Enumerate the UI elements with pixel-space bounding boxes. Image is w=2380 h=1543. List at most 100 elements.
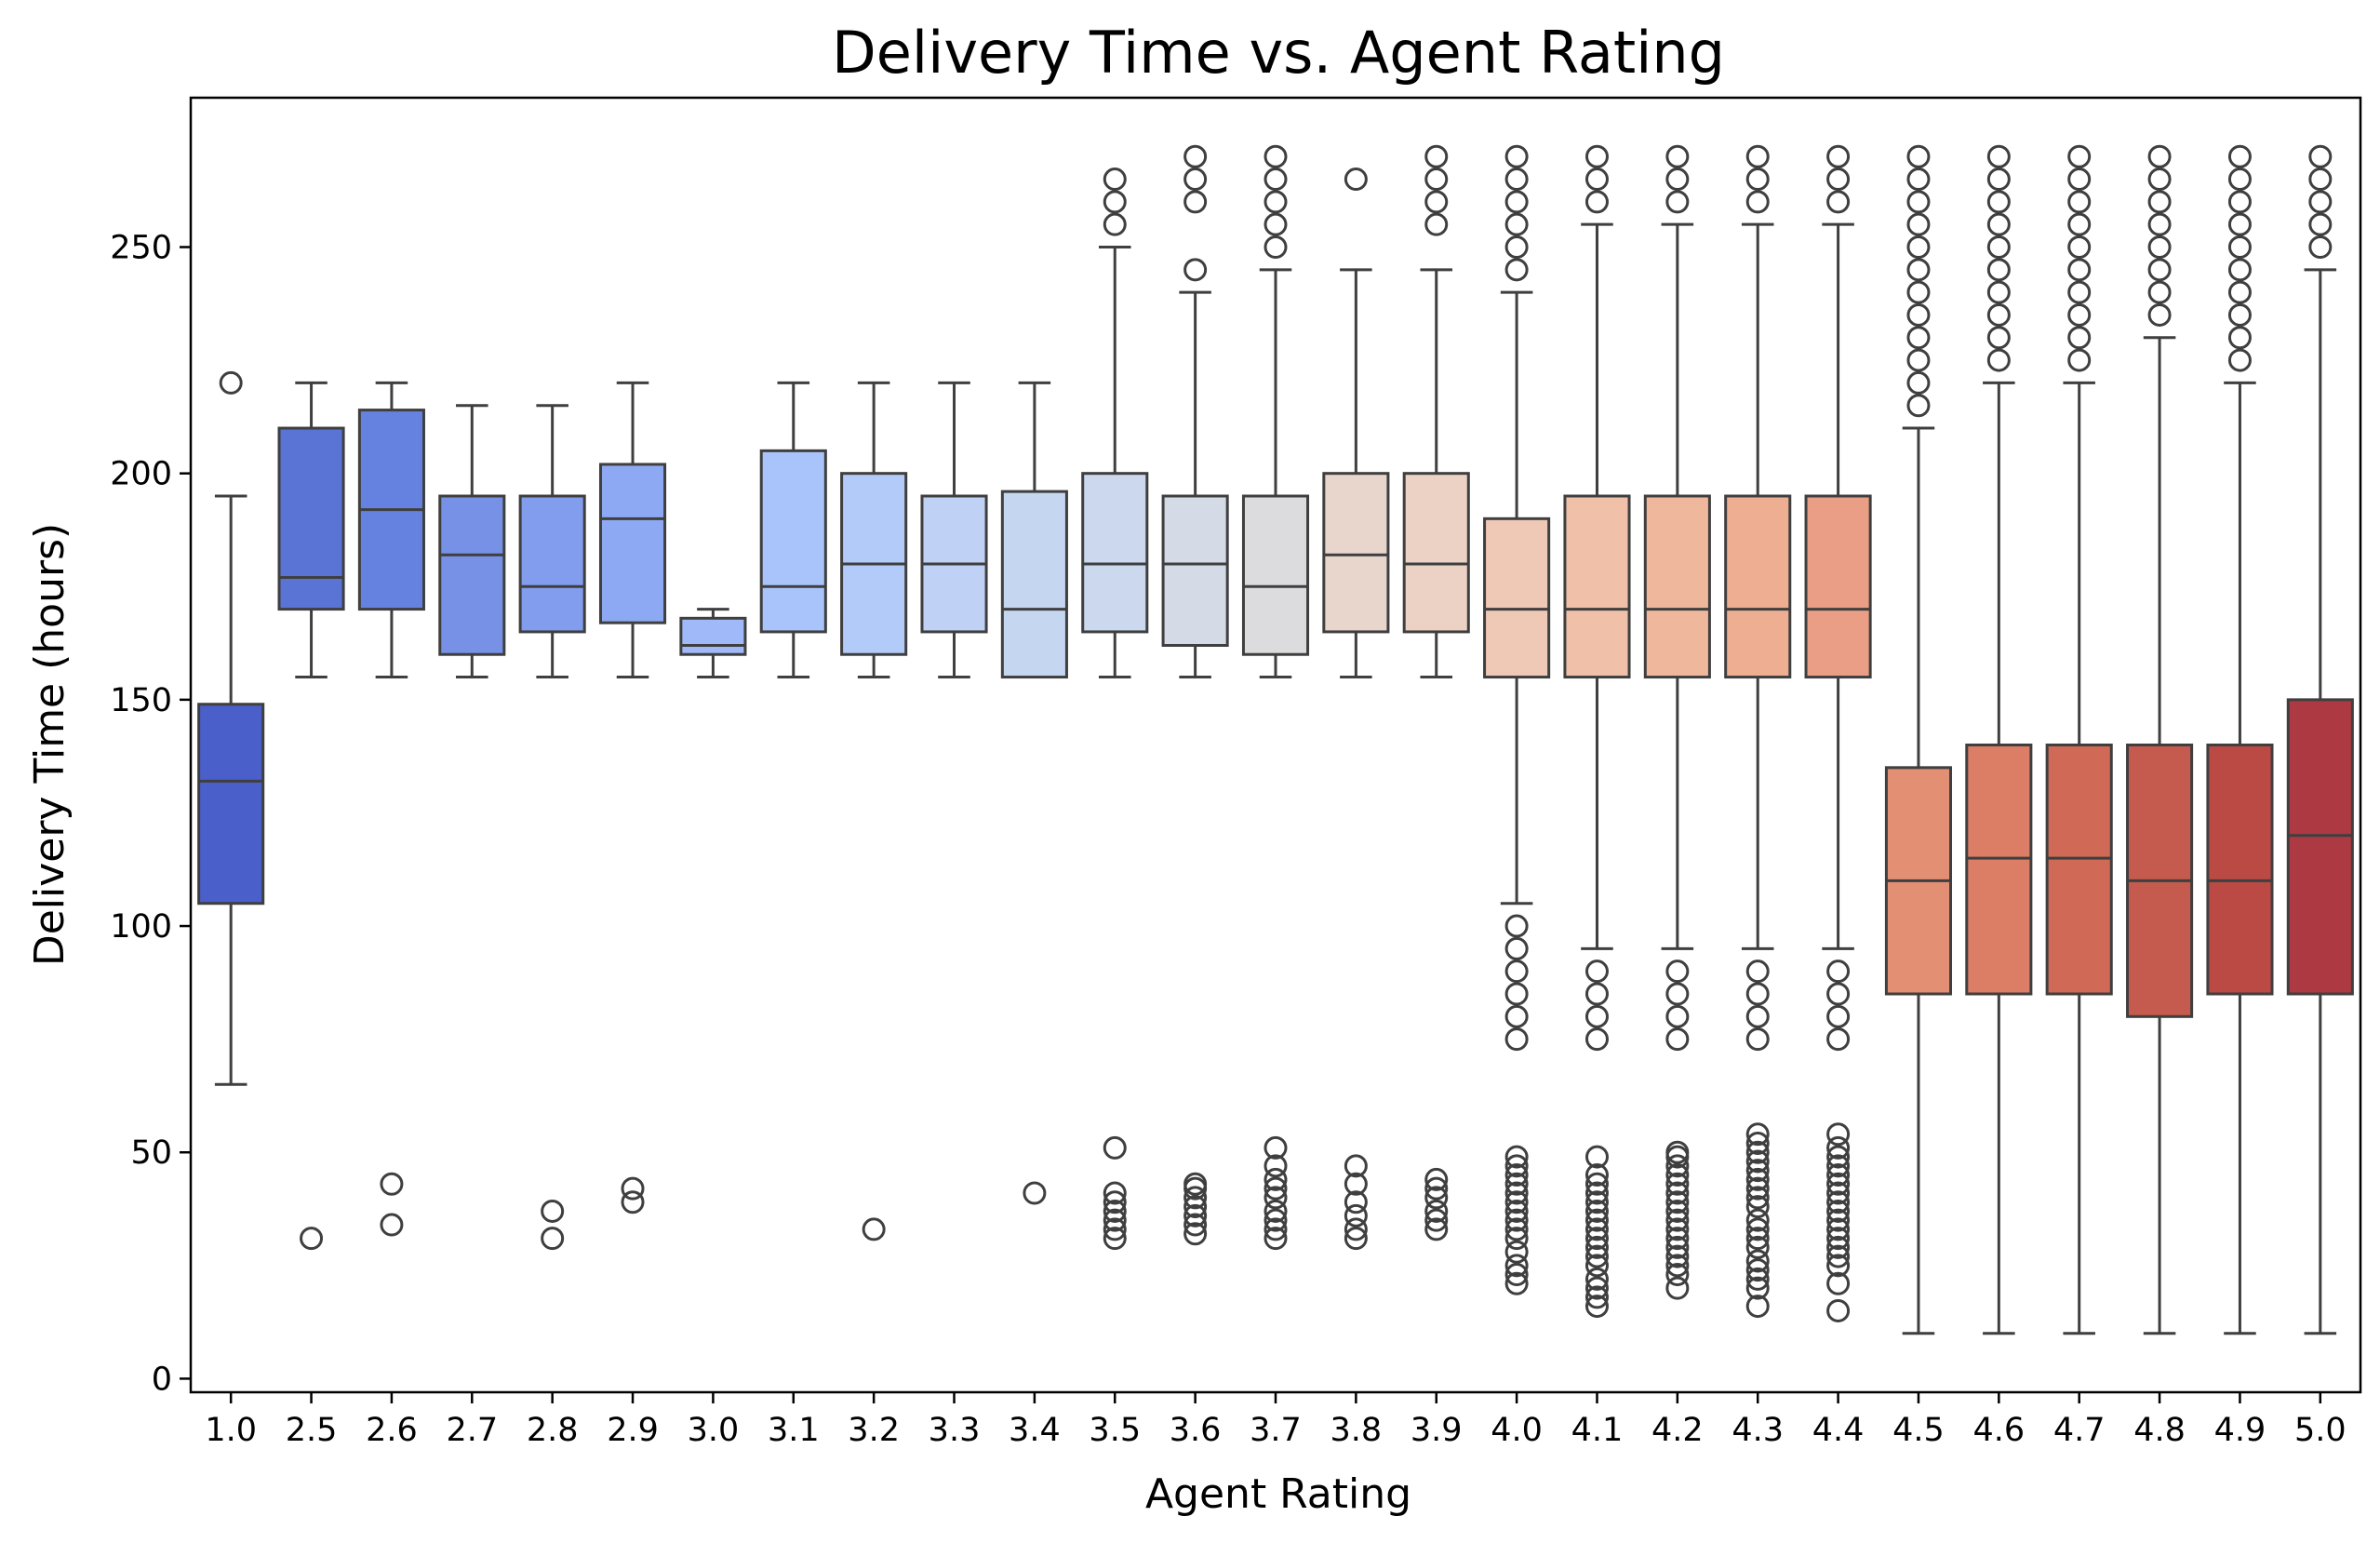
outlier-point	[1745, 1132, 1770, 1155]
outlier-point	[1665, 1140, 1690, 1164]
box	[1643, 494, 1711, 679]
y-tick-label: 250	[110, 230, 172, 267]
box	[197, 703, 265, 906]
outlier-point	[2227, 326, 2252, 350]
x-tick-label: 2.9	[607, 1412, 659, 1449]
outlier-point	[1584, 1295, 1609, 1319]
box-group-4.6	[1965, 144, 2033, 1335]
box	[598, 463, 667, 624]
outlier-point	[2067, 280, 2092, 304]
box-group-1.0	[197, 370, 265, 1086]
outlier-point	[1344, 1227, 1368, 1251]
x-tick-label: 3.0	[688, 1412, 740, 1449]
y-axis-label: Delivery Time (hours)	[26, 523, 74, 966]
outlier-point	[1665, 1227, 1690, 1251]
outlier-point	[1264, 1154, 1288, 1178]
box	[1483, 517, 1551, 679]
x-tick-label: 3.5	[1089, 1412, 1141, 1449]
outlier-point	[1826, 190, 1851, 214]
box-group-3.1	[759, 381, 827, 679]
outlier-point	[1745, 1258, 1770, 1282]
outlier-point	[1264, 1176, 1288, 1201]
outlier-point	[1504, 1208, 1529, 1232]
outlier-point	[1826, 1172, 1851, 1196]
outlier-point	[2067, 258, 2092, 282]
x-tick-label: 3.6	[1170, 1412, 1222, 1449]
box-group-4.7	[2045, 144, 2113, 1335]
outlier-point	[1424, 1186, 1449, 1210]
box	[759, 449, 827, 634]
outlier-point	[2147, 258, 2172, 282]
outlier-point	[1504, 959, 1529, 984]
x-tick-label: 4.4	[1812, 1412, 1865, 1449]
outlier-point	[1504, 168, 1529, 192]
outlier-point	[1424, 1199, 1449, 1223]
outlier-point	[1504, 190, 1529, 214]
x-tick-label: 3.3	[929, 1412, 981, 1449]
outlier-point	[1665, 1163, 1690, 1187]
outlier-point	[1584, 1235, 1609, 1259]
outlier-point	[1826, 1163, 1851, 1187]
outlier-point	[1344, 1217, 1368, 1241]
outlier-point	[2147, 212, 2172, 236]
outlier-point	[1584, 1254, 1609, 1278]
outlier-point	[1183, 1195, 1208, 1219]
outlier-point	[2147, 235, 2172, 259]
outlier-point	[1745, 1167, 1770, 1191]
outlier-point	[1745, 982, 1770, 1006]
chart-title: Delivery Time vs. Agent Rating	[832, 19, 1725, 87]
box	[1965, 744, 2033, 996]
outlier-point	[1424, 1217, 1449, 1241]
outlier-point	[1504, 1172, 1529, 1196]
x-tick-label: 3.7	[1250, 1412, 1302, 1449]
box	[1724, 494, 1792, 679]
outlier-point	[1665, 959, 1690, 984]
box	[1402, 472, 1470, 634]
outlier-point	[1745, 1149, 1770, 1174]
outlier-point	[2308, 190, 2333, 214]
outlier-point	[2147, 190, 2172, 214]
x-tick-label: 4.2	[1651, 1412, 1704, 1449]
box-group-4.4	[1804, 144, 1872, 1322]
outlier-point	[1183, 168, 1208, 192]
outlier-point	[380, 1213, 404, 1237]
box-group-5.0	[2286, 144, 2354, 1335]
outlier-point	[1665, 982, 1690, 1006]
outlier-point	[1826, 1145, 1851, 1169]
box-group-3.4	[1000, 381, 1068, 1205]
outlier-point	[1986, 280, 2011, 304]
box-group-3.0	[679, 608, 747, 679]
outlier-point	[1826, 1254, 1851, 1278]
outlier-point	[1103, 212, 1127, 236]
outlier-point	[1504, 1240, 1529, 1264]
outlier-point	[2067, 235, 2092, 259]
outlier-point	[1504, 982, 1529, 1006]
outlier-point	[1584, 1181, 1609, 1205]
outlier-point	[1504, 914, 1529, 938]
outlier-point	[1344, 1203, 1368, 1228]
outlier-point	[1665, 1276, 1690, 1300]
outlier-point	[1183, 1203, 1208, 1228]
outlier-point	[1665, 1004, 1690, 1028]
outlier-point	[1745, 1176, 1770, 1201]
outlier-point	[1745, 1235, 1770, 1259]
x-tick-label: 4.8	[2133, 1412, 2186, 1449]
outlier-point	[1745, 1027, 1770, 1052]
outlier-point	[1745, 144, 1770, 168]
outlier-point	[541, 1199, 565, 1223]
outlier-point	[1826, 1135, 1851, 1160]
outlier-point	[2067, 168, 2092, 192]
outlier-point	[1745, 1195, 1770, 1219]
outlier-point	[1183, 258, 1208, 282]
outlier-point	[1745, 1122, 1770, 1147]
outlier-point	[1264, 235, 1288, 259]
outlier-point	[1826, 1027, 1851, 1052]
outlier-point	[1183, 1186, 1208, 1210]
outlier-point	[2227, 348, 2252, 372]
outlier-point	[1745, 168, 1770, 192]
outlier-point	[1504, 258, 1529, 282]
y-axis: 0 50 100 150 200 250	[110, 230, 191, 1398]
x-tick-label: 4.5	[1892, 1412, 1945, 1449]
outlier-point	[1826, 1217, 1851, 1241]
y-tick-label: 150	[110, 682, 172, 719]
